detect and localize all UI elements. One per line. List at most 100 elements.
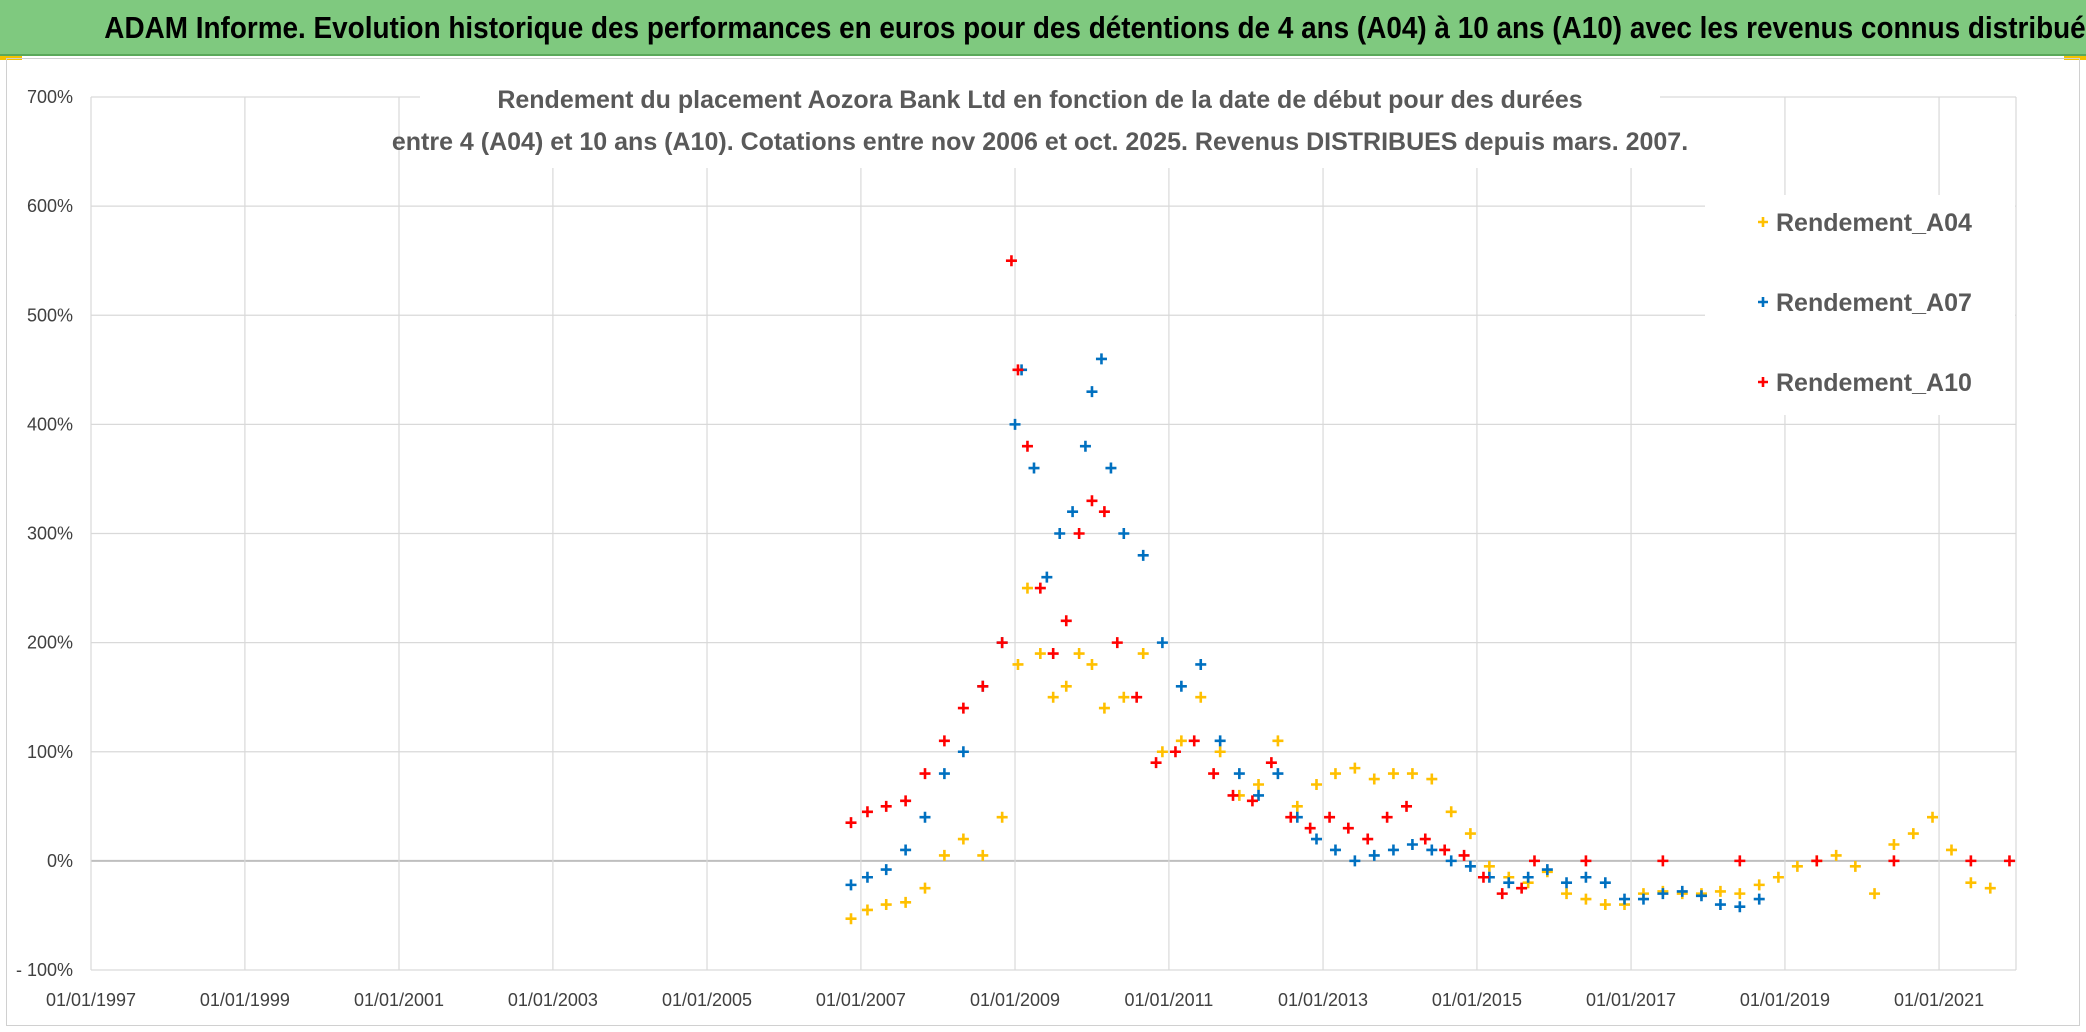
data-point (1368, 773, 1380, 785)
data-point (1098, 506, 1110, 518)
data-point (1012, 658, 1024, 670)
data-point (1830, 849, 1842, 861)
data-point (1195, 658, 1207, 670)
data-point (1561, 888, 1573, 900)
data-point (1791, 860, 1803, 872)
data-point (1111, 637, 1123, 649)
data-point (1522, 871, 1534, 883)
data-point (1012, 364, 1024, 376)
chart-title-line-2: entre 4 (A04) et 10 ans (A10). Cotations… (392, 128, 1688, 156)
y-tick-label: 500% (27, 305, 73, 325)
data-point (1342, 822, 1354, 834)
data-point (919, 882, 931, 894)
data-point (1503, 877, 1515, 889)
x-tick-label: 01/01/2009 (970, 990, 1060, 1010)
data-point (845, 913, 857, 925)
data-point (1021, 582, 1033, 594)
data-point (1406, 839, 1418, 851)
x-tick-label: 01/01/1999 (200, 990, 290, 1010)
data-point (1349, 855, 1361, 867)
data-point (1381, 811, 1393, 823)
data-point (1619, 893, 1631, 905)
data-point (880, 864, 892, 876)
data-point (977, 849, 989, 861)
data-point (1118, 691, 1130, 703)
y-tick-label: 600% (27, 196, 73, 216)
data-point (1387, 844, 1399, 856)
header-title: ADAM Informe. Evolution historique des p… (104, 10, 2086, 45)
data-point (1329, 768, 1341, 780)
data-point (1907, 828, 1919, 840)
data-point (1079, 440, 1091, 452)
data-point (1580, 871, 1592, 883)
y-tick-label: 300% (27, 524, 73, 544)
legend: Rendement_A04 Rendement_A07 Rendement_A10 (1758, 209, 1972, 397)
data-point (957, 833, 969, 845)
data-point (1439, 844, 1451, 856)
x-tick-label: 01/01/2005 (662, 990, 752, 1010)
data-point (1054, 528, 1066, 539)
data-point (1118, 528, 1130, 539)
data-point (919, 768, 931, 780)
data-point (1137, 549, 1149, 561)
x-tick-label: 01/01/2007 (816, 990, 906, 1010)
data-point (1156, 637, 1168, 649)
data-point (1169, 746, 1181, 758)
data-point (1272, 735, 1284, 747)
data-point (1888, 839, 1900, 851)
data-point (1285, 811, 1297, 823)
legend-label: Rendement_A10 (1776, 369, 1972, 397)
data-point (1580, 855, 1592, 867)
y-tick-label: 100% (27, 742, 73, 762)
data-point (880, 800, 892, 812)
data-point (845, 879, 857, 891)
x-tick-label: 01/01/2017 (1586, 990, 1676, 1010)
data-point (1060, 680, 1072, 692)
data-point (1324, 811, 1336, 823)
data-point (861, 871, 873, 883)
data-point (996, 811, 1008, 823)
x-tick-label: 01/01/2001 (354, 990, 444, 1010)
header-banner: ADAM Informe. Evolution historique des p… (0, 0, 2086, 56)
data-point (1060, 615, 1072, 627)
x-tick-label: 01/01/2013 (1278, 990, 1368, 1010)
data-point (1599, 877, 1611, 889)
data-point (1272, 768, 1284, 780)
data-point (1175, 680, 1187, 692)
y-tick-label: 700% (27, 87, 73, 107)
data-point (1311, 833, 1322, 845)
data-point (1304, 822, 1316, 834)
legend-marker (1758, 377, 1768, 387)
x-tick-label: 01/01/1997 (46, 990, 136, 1010)
y-tick-label: 0% (47, 851, 73, 871)
data-point (1387, 768, 1399, 780)
data-point (880, 899, 892, 911)
data-point (1419, 833, 1431, 845)
x-tick-label: 01/01/2003 (508, 990, 598, 1010)
series-layer (845, 255, 2015, 925)
data-point (1095, 353, 1107, 365)
data-point (1329, 844, 1341, 856)
data-point (1105, 462, 1117, 474)
chart-frame (6, 58, 2080, 1026)
data-point (957, 746, 969, 758)
series-Rendement_A04 (845, 582, 1996, 925)
data-point (1311, 778, 1322, 790)
data-point (1811, 855, 1823, 867)
y-tick-label: - 100% (16, 960, 73, 980)
data-point (1445, 806, 1457, 818)
data-point (1734, 855, 1746, 867)
data-point (1156, 746, 1168, 758)
data-point (1073, 648, 1085, 660)
data-point (938, 735, 950, 747)
data-point (1869, 888, 1881, 900)
data-point (1561, 877, 1573, 889)
data-point (1734, 901, 1746, 913)
x-tick-label: 01/01/2011 (1125, 990, 1214, 1010)
legend-label: Rendement_A07 (1776, 289, 1972, 317)
x-tick-label: 01/01/2019 (1740, 990, 1830, 1010)
data-point (1734, 888, 1746, 900)
data-point (1034, 582, 1046, 594)
data-point (900, 795, 912, 807)
data-point (1349, 762, 1361, 774)
